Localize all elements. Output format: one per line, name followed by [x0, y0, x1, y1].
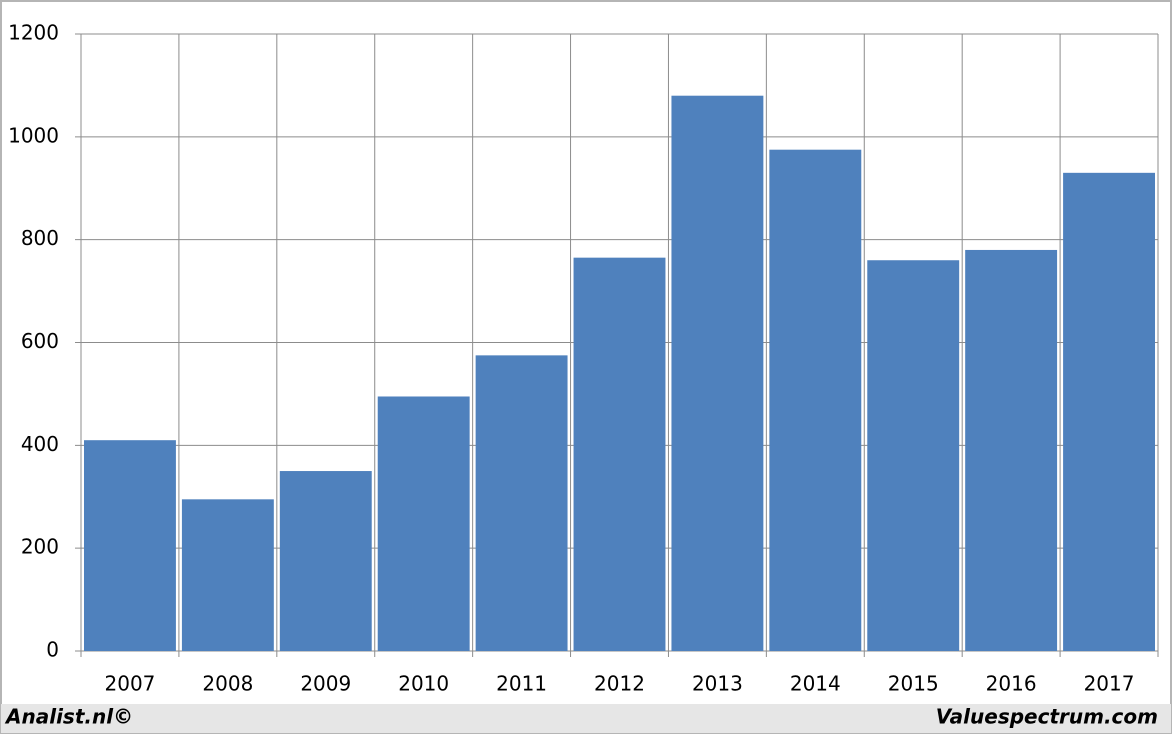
y-tick-label: 600 [21, 329, 59, 353]
footer-strip [1, 704, 1171, 733]
x-tick-label: 2013 [692, 672, 743, 696]
x-tick-label: 2008 [202, 672, 253, 696]
bar [84, 440, 176, 651]
bar [769, 149, 862, 651]
y-tick-label: 0 [46, 638, 59, 662]
x-tick-label: 2012 [594, 672, 645, 696]
x-tick-label: 2016 [986, 672, 1037, 696]
bar [867, 260, 960, 651]
y-tick-label: 200 [21, 535, 59, 559]
x-tick-label: 2007 [105, 672, 156, 696]
bar [1063, 172, 1155, 651]
bar [475, 355, 568, 651]
x-tick-label: 2017 [1084, 672, 1135, 696]
bar [573, 257, 666, 651]
y-tick-label: 400 [21, 432, 59, 456]
bar [181, 499, 274, 651]
footer-left: Analist.nl© [4, 705, 133, 729]
x-tick-label: 2010 [398, 672, 449, 696]
bar [671, 95, 764, 651]
x-tick-label: 2015 [888, 672, 939, 696]
y-tick-label: 1000 [8, 123, 59, 147]
y-tick-label: 800 [21, 226, 59, 250]
y-tick-label: 1200 [8, 21, 59, 45]
bar [965, 249, 1058, 651]
bar [279, 471, 372, 651]
footer-right: Valuespectrum.com [936, 705, 1158, 729]
bar [377, 396, 470, 651]
x-tick-label: 2014 [790, 672, 841, 696]
x-tick-label: 2009 [300, 672, 351, 696]
x-tick-label: 2011 [496, 672, 547, 696]
